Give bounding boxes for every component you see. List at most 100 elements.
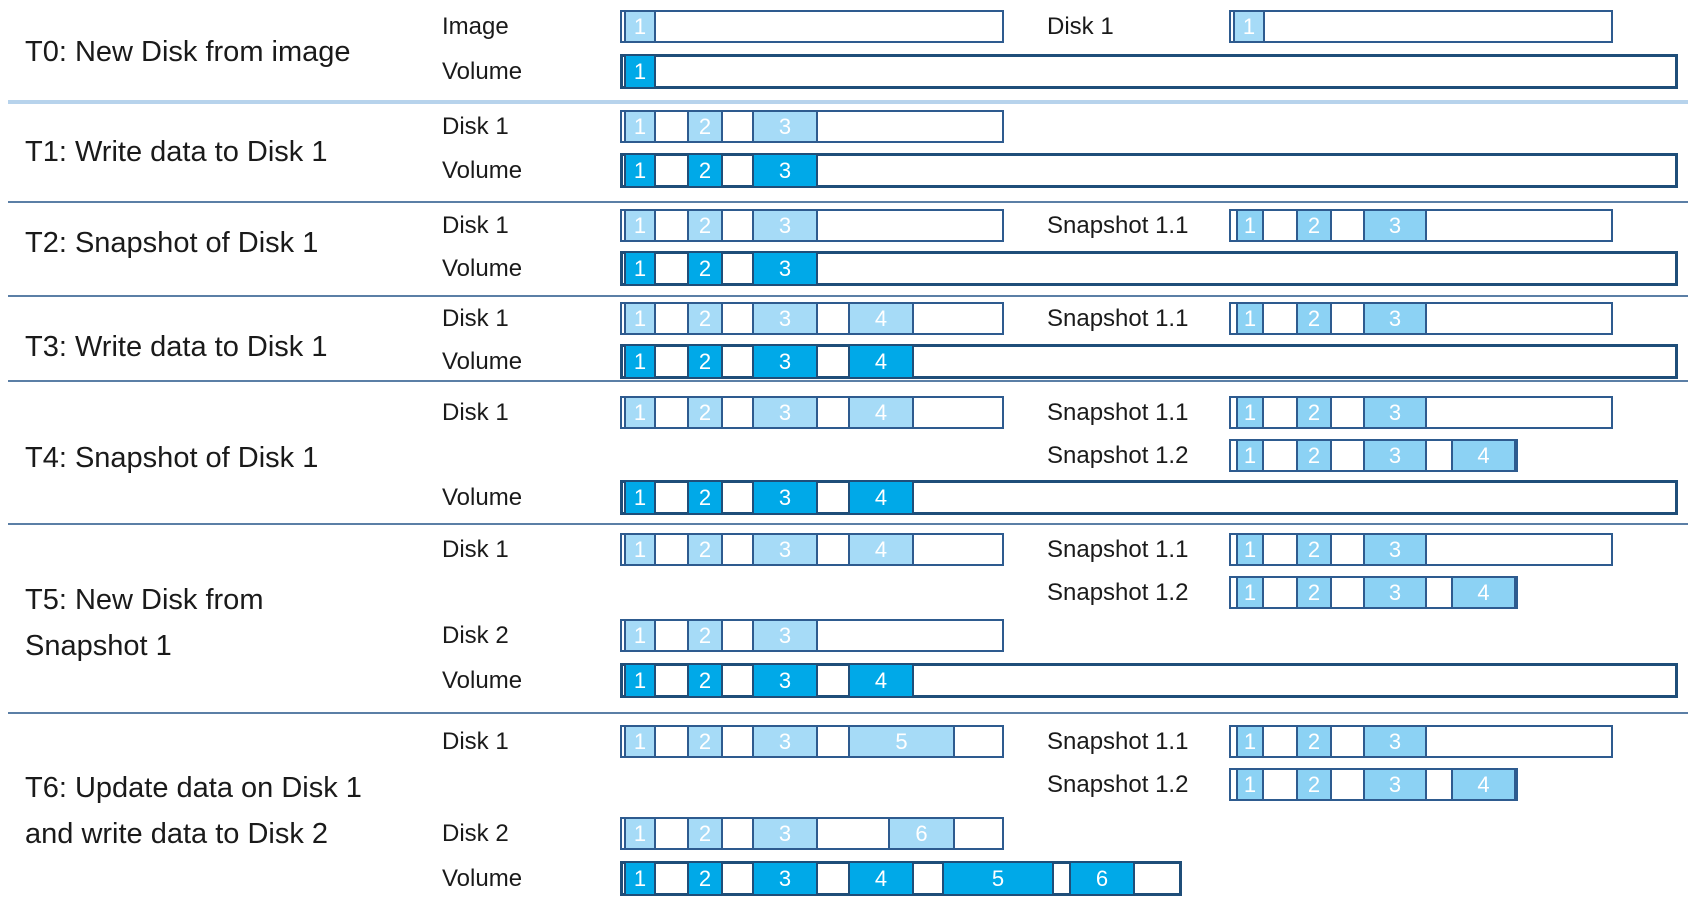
row-label-volume: Volume <box>442 666 523 694</box>
block-1: 1 <box>1233 10 1265 43</box>
block-4: 4 <box>848 302 914 335</box>
block-3: 3 <box>752 725 818 758</box>
block-3: 3 <box>1363 768 1427 801</box>
section-title-line: T3: Write data to Disk 1 <box>25 331 328 363</box>
section-title-line: T1: Write data to Disk 1 <box>25 136 328 168</box>
block-3: 3 <box>1363 396 1427 429</box>
block-2: 2 <box>687 817 723 850</box>
section-title-line: T5: New Disk from <box>25 584 264 616</box>
row-label-volume: Volume <box>442 57 523 85</box>
block-2: 2 <box>687 344 723 379</box>
row-label-volume: Volume <box>442 864 523 892</box>
block-2: 2 <box>687 619 723 652</box>
block-3: 3 <box>752 344 818 379</box>
row-label-snapshot-1-1: Snapshot 1.1 <box>1047 304 1189 332</box>
block-2: 2 <box>687 396 723 429</box>
row-label-disk-1: Disk 1 <box>442 211 509 239</box>
bar-volume: 1 <box>620 54 1678 89</box>
block-1: 1 <box>1236 396 1264 429</box>
section-title-t0: T0: New Disk from image <box>25 29 351 75</box>
block-2: 2 <box>687 480 723 515</box>
block-1: 1 <box>1236 576 1264 609</box>
block-1: 1 <box>1236 302 1264 335</box>
block-3: 3 <box>752 663 818 698</box>
block-4: 4 <box>848 663 914 698</box>
section-title-line: T2: Snapshot of Disk 1 <box>25 227 319 259</box>
block-1: 1 <box>624 817 656 850</box>
block-3: 3 <box>752 302 818 335</box>
block-2: 2 <box>1296 725 1332 758</box>
row-label-snapshot-1-1: Snapshot 1.1 <box>1047 211 1189 239</box>
block-2: 2 <box>687 533 723 566</box>
block-3: 3 <box>752 480 818 515</box>
row-label-disk-1: Disk 1 <box>1047 12 1114 40</box>
block-3: 3 <box>752 251 818 286</box>
section-divider <box>8 712 1688 714</box>
block-3: 3 <box>1363 209 1427 242</box>
block-1: 1 <box>624 861 656 896</box>
block-2: 2 <box>687 663 723 698</box>
block-2: 2 <box>1296 439 1332 472</box>
row-label-volume: Volume <box>442 483 523 511</box>
block-3: 3 <box>1363 439 1427 472</box>
block-4: 4 <box>848 480 914 515</box>
block-1: 1 <box>624 10 656 43</box>
block-3: 3 <box>752 861 818 896</box>
block-3: 3 <box>752 533 818 566</box>
bar-disk-1: 1 <box>1229 10 1613 43</box>
section-divider <box>8 523 1688 525</box>
block-1: 1 <box>1236 768 1264 801</box>
block-1: 1 <box>624 153 656 188</box>
block-2: 2 <box>687 153 723 188</box>
block-3: 3 <box>1363 533 1427 566</box>
block-2: 2 <box>1296 396 1332 429</box>
block-1: 1 <box>624 209 656 242</box>
block-3: 3 <box>1363 725 1427 758</box>
row-label-volume: Volume <box>442 347 523 375</box>
section-title-line: Snapshot 1 <box>25 630 172 662</box>
row-label-disk-1: Disk 1 <box>442 535 509 563</box>
block-5: 5 <box>942 861 1054 896</box>
block-1: 1 <box>624 480 656 515</box>
row-label-volume: Volume <box>442 254 523 282</box>
block-4: 4 <box>848 861 914 896</box>
block-3: 3 <box>752 817 818 850</box>
row-label-disk-2: Disk 2 <box>442 819 509 847</box>
block-3: 3 <box>752 209 818 242</box>
block-6: 6 <box>1069 861 1135 896</box>
block-1: 1 <box>1236 725 1264 758</box>
section-title-line: and write data to Disk 2 <box>25 818 329 850</box>
block-1: 1 <box>624 302 656 335</box>
section-divider <box>8 201 1688 203</box>
block-5: 5 <box>848 725 955 758</box>
block-4: 4 <box>848 344 914 379</box>
block-6: 6 <box>888 817 955 850</box>
block-1: 1 <box>624 725 656 758</box>
section-title-t2: T2: Snapshot of Disk 1 <box>25 220 318 266</box>
row-label-snapshot-1-1: Snapshot 1.1 <box>1047 535 1189 563</box>
row-label-snapshot-1-2: Snapshot 1.2 <box>1047 441 1189 469</box>
section-divider <box>8 100 1688 104</box>
block-2: 2 <box>1296 209 1332 242</box>
block-1: 1 <box>624 54 656 89</box>
block-1: 1 <box>1236 533 1264 566</box>
section-title-t4: T4: Snapshot of Disk 1 <box>25 435 318 481</box>
block-2: 2 <box>687 110 723 143</box>
